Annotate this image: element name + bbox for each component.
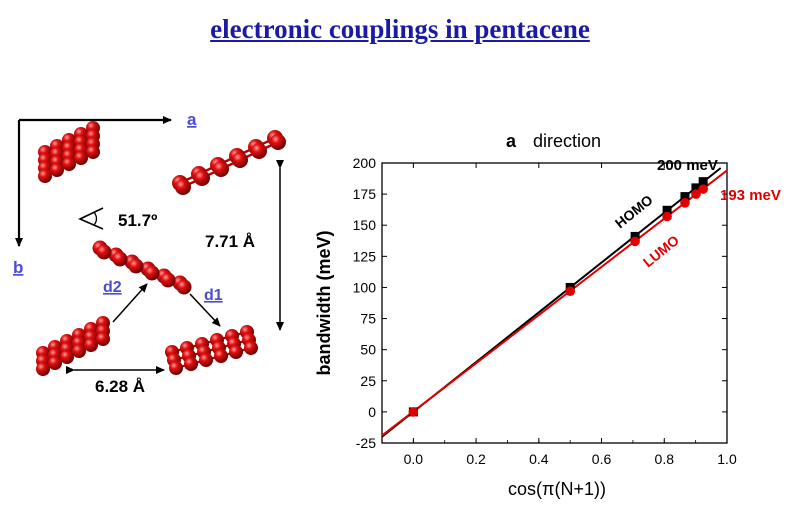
atom (62, 157, 76, 171)
axis-b-label: b (13, 258, 23, 277)
annotation-lumo: LUMO (640, 232, 682, 270)
x-axis-label: cos(π(N+1)) (508, 479, 606, 499)
atom (96, 332, 110, 346)
atom (84, 338, 98, 352)
chart-title-prefix: a (506, 131, 517, 151)
d2-arrow (112, 283, 148, 323)
molecule-bottom-right (165, 325, 258, 375)
atom (232, 152, 248, 168)
data-point-lumo (565, 286, 575, 296)
atom (176, 279, 192, 295)
data-point-lumo (408, 407, 419, 417)
molecule-middle (92, 240, 192, 295)
atom (38, 169, 52, 183)
atom (169, 361, 183, 375)
y-tick-label: 25 (360, 373, 376, 389)
atom (112, 251, 128, 267)
angle-arc (93, 211, 98, 226)
data-point-lumo (698, 184, 708, 194)
x-tick-label: 0.0 (404, 451, 424, 467)
data-point-homo (662, 205, 672, 215)
molecule-top-right (172, 130, 286, 195)
atom (160, 272, 176, 288)
atom (96, 244, 112, 260)
atom (229, 345, 243, 359)
plot-frame (381, 162, 728, 444)
chart: a direction bandwidth (meV) cos(π(N+1)) … (314, 131, 781, 499)
fit-line-lumo (381, 169, 728, 437)
y-tick-label: 200 (353, 155, 377, 171)
annotation-193-mev: 193 meV (720, 187, 781, 204)
crystal-panel: a b 51.7º 7.71 Å 6.28 Å d2 d1 (13, 110, 286, 396)
data-point-homo (630, 231, 640, 241)
data-point-homo (691, 183, 701, 193)
y-tick-label: -25 (356, 435, 376, 451)
y-tick-label: 50 (360, 342, 376, 358)
atom (128, 258, 144, 274)
atom (50, 163, 64, 177)
atom (213, 161, 229, 177)
data-point-lumo (691, 189, 701, 199)
molecule-bottom-left (36, 316, 110, 376)
y-tick-label: 150 (353, 217, 377, 233)
atom (194, 170, 210, 186)
atom (48, 356, 62, 370)
distance-a-label: 6.28 Å (95, 377, 145, 396)
page-title: electronic couplings in pentacene (210, 14, 590, 44)
y-tick-label: 0 (368, 404, 376, 420)
d2-label: d2 (103, 279, 122, 296)
atom (72, 344, 86, 358)
d1-label: d1 (204, 287, 223, 304)
atom (270, 134, 286, 150)
atom (60, 350, 74, 364)
d1-arrow (189, 293, 221, 327)
data-point-homo (680, 192, 690, 202)
x-tick-label: 0.2 (466, 451, 486, 467)
data-point-homo (698, 177, 708, 187)
atom (214, 349, 228, 363)
y-tick-label: 125 (353, 248, 377, 264)
y-tick-label: 75 (360, 311, 376, 327)
y-tick-label: 175 (353, 186, 377, 202)
atom (251, 143, 267, 159)
annotation-200-mev: 200 meV (657, 157, 718, 174)
atom (36, 362, 50, 376)
x-tick-label: 0.8 (655, 451, 675, 467)
data-point-lumo (630, 236, 640, 247)
axis-a-label: a (187, 110, 197, 129)
angle-label: 51.7º (118, 211, 157, 230)
atom (244, 341, 258, 355)
atom (184, 357, 198, 371)
atom (144, 265, 160, 281)
data-point-lumo (662, 211, 672, 222)
chart-title: direction (533, 131, 601, 151)
atom (175, 179, 191, 195)
x-tick-label: 0.4 (529, 451, 549, 467)
x-tick-label: 0.6 (592, 451, 612, 467)
y-axis-label: bandwidth (meV) (314, 231, 334, 376)
x-tick-label: 1.0 (717, 451, 737, 467)
y-tick-label: 100 (353, 279, 377, 295)
atom (86, 145, 100, 159)
atom (199, 353, 213, 367)
data-point-lumo (680, 198, 690, 208)
distance-b-label: 7.71 Å (205, 232, 255, 251)
angle-icon (78, 207, 104, 230)
atom (74, 151, 88, 165)
molecule-top-left (38, 121, 100, 183)
